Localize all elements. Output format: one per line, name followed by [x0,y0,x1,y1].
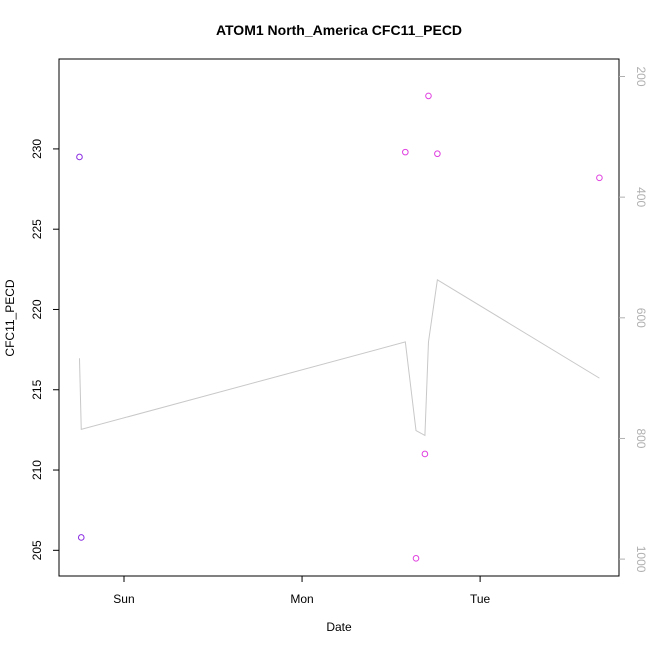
y-right-tick-label: 1000 [634,546,648,573]
y-right-tick-label: 800 [634,428,648,448]
y-tick-label: 220 [30,299,44,319]
y-tick-label: 210 [30,460,44,480]
y-right-tick-label: 200 [634,66,648,86]
series-line [78,278,600,437]
axes: Sun Mon Tue 205 210 215 220 225 230 200 400 600 800 1… [30,66,648,606]
y-axis-label: CFC11_PECD [3,279,17,356]
y-tick-label: 225 [30,219,44,239]
data-point [421,450,429,458]
x-tick-label: Mon [290,592,313,606]
data-point [425,92,432,100]
x-axis-label: Date [326,620,352,634]
x-tick-label: Sun [113,592,134,606]
data-point [412,555,420,562]
y-tick-label: 215 [30,379,44,399]
plot-marks [76,92,603,562]
data-point [434,150,441,158]
y-tick-label: 205 [30,540,44,560]
x-tick-label: Tue [470,592,491,606]
data-point [76,153,83,161]
y-right-tick-label: 600 [634,308,648,328]
plot-frame [58,58,620,577]
data-point [402,148,409,156]
data-point [77,534,85,541]
chart-title: ATOM1 North_America CFC11_PECD [216,22,462,38]
data-point [596,174,603,182]
y-tick-label: 230 [30,139,44,159]
y-right-tick-label: 400 [634,187,648,207]
